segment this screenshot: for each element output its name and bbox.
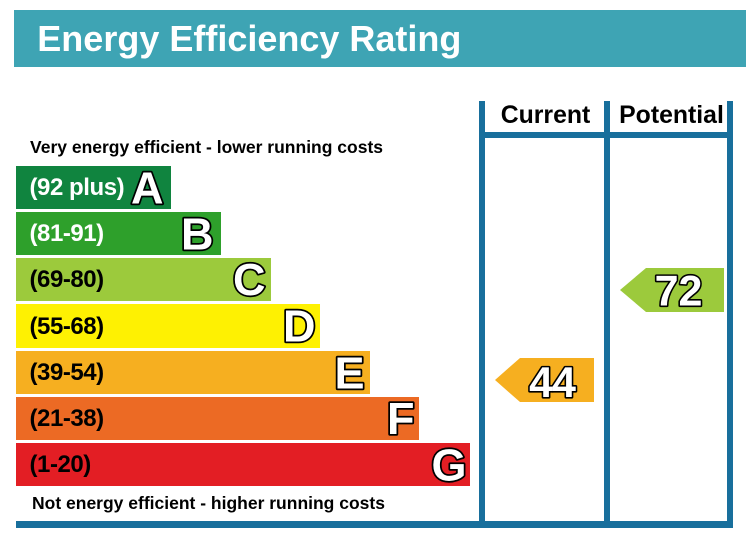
svg-text:A: A	[131, 162, 164, 213]
svg-text:B: B	[181, 208, 214, 259]
svg-text:D: D	[283, 301, 316, 352]
svg-text:72: 72	[655, 268, 703, 316]
svg-text:F: F	[387, 393, 415, 444]
svg-text:44: 44	[529, 359, 576, 407]
svg-text:C: C	[233, 254, 266, 305]
svg-text:E: E	[335, 347, 365, 398]
svg-text:G: G	[431, 439, 466, 490]
